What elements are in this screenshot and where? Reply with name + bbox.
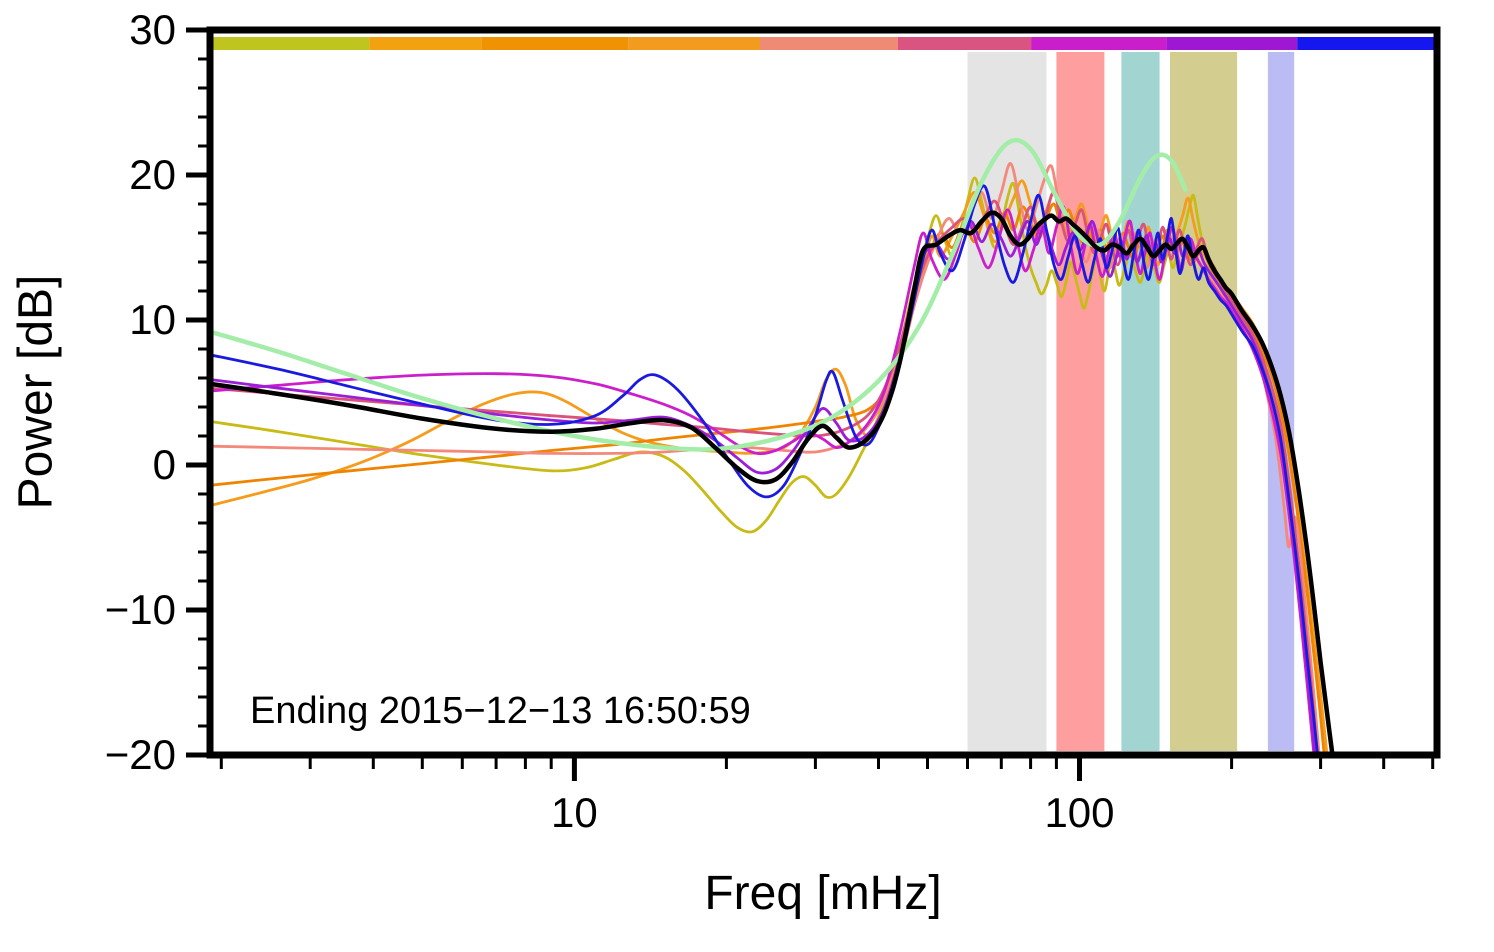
y-tick-label: −20 xyxy=(105,731,176,778)
timebar-segment xyxy=(481,37,629,50)
series-seg8-blue xyxy=(210,184,1320,755)
end-time-annotation: Ending 2015−12−13 16:50:59 xyxy=(250,690,751,732)
x-tick-label: 100 xyxy=(1044,789,1114,836)
timebar-segment xyxy=(1166,37,1298,50)
series-ref-smooth xyxy=(210,137,1188,452)
x-axis-label: Freq [mHz] xyxy=(704,867,942,920)
y-tick-label: 20 xyxy=(129,151,176,198)
y-tick-label: 10 xyxy=(129,296,176,343)
freq-band xyxy=(1056,52,1105,751)
timebar-segment xyxy=(1031,37,1167,50)
timebar-segment xyxy=(369,37,482,50)
timebar-segment xyxy=(1297,37,1434,50)
x-tick-label: 10 xyxy=(551,789,598,836)
freq-band xyxy=(1121,52,1160,751)
y-tick-label: 30 xyxy=(129,6,176,53)
timebar-segment xyxy=(213,37,370,50)
y-tick-label: −10 xyxy=(105,586,176,633)
timebar-segment xyxy=(898,37,1032,50)
series-mean xyxy=(210,210,1335,755)
axis-frame xyxy=(206,26,1441,759)
timebar-segment xyxy=(628,37,760,50)
y-tick-label: 0 xyxy=(153,441,176,488)
series-seg6-magenta xyxy=(210,205,1316,755)
freq-band xyxy=(1170,52,1238,751)
y-axis-label: Power [dB] xyxy=(9,274,63,510)
timebar-segment xyxy=(760,37,898,50)
